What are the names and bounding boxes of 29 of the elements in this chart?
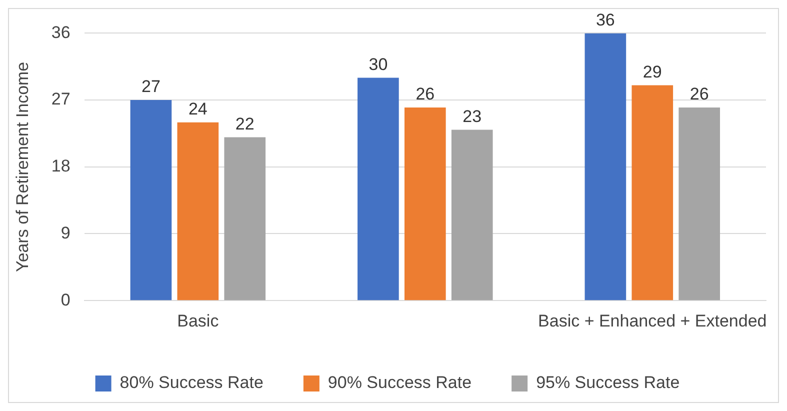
data-label: 22: [235, 114, 254, 134]
bar: [632, 85, 674, 300]
data-label: 27: [142, 77, 160, 96]
data-label: 29: [642, 62, 662, 82]
bar: [678, 107, 720, 300]
x-tick-label: Basic + Enhanced + Extended: [538, 311, 767, 330]
data-label: 36: [596, 10, 615, 30]
data-label: 24: [188, 100, 208, 119]
y-tick-label: 0: [60, 290, 70, 310]
bar: [130, 100, 172, 300]
data-label: 23: [462, 106, 482, 126]
x-tick-label: Basic: [177, 311, 220, 330]
y-tick-label: 9: [60, 223, 70, 242]
data-label: 30: [368, 54, 388, 74]
y-tick-label: 27: [51, 90, 70, 109]
data-label: 26: [690, 84, 709, 104]
bar: [404, 107, 446, 300]
legend-label: 80% Success Rate: [120, 373, 264, 392]
legend-label: 90% Success Rate: [328, 373, 472, 392]
y-axis-title: Years of Retirement Income: [12, 62, 32, 272]
legend-label: 95% Success Rate: [536, 373, 680, 392]
bar: [177, 122, 219, 300]
bar: [224, 137, 266, 300]
data-label: 26: [416, 84, 435, 104]
bar: [358, 78, 399, 300]
y-tick-label: 18: [51, 156, 70, 176]
y-tick-label: 36: [51, 22, 70, 42]
bar: [451, 130, 493, 300]
bar: [584, 33, 626, 300]
